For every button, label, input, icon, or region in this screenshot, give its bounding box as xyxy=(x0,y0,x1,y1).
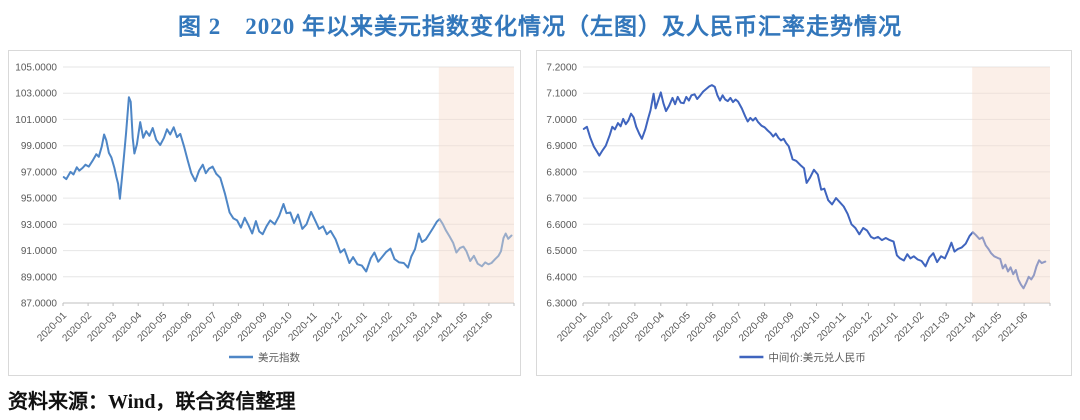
y-axis-labels: 6.3000 6.4000 6.5000 6.6000 6.7000 6.8000 6.90… xyxy=(546,63,577,310)
cny-midrate-chart: 6.3000 6.4000 6.5000 6.6000 6.7000 6.8000 6.90… xyxy=(546,63,1051,364)
svg-text:103.0000: 103.0000 xyxy=(15,89,57,100)
x-axis-labels: 2020-012020-022020-032020-042020-052020-… xyxy=(555,310,1030,344)
svg-text:101.0000: 101.0000 xyxy=(15,115,57,126)
svg-text:7.0000: 7.0000 xyxy=(546,115,577,126)
legend: 美元指数 xyxy=(229,351,300,364)
y-axis-labels: 87.0000 89.0000 91.0000 93.0000 95.0000 97.00… xyxy=(15,63,57,310)
x-axis-ticks xyxy=(62,303,515,306)
highlight-band xyxy=(972,67,1050,303)
series-line xyxy=(582,84,1047,290)
svg-text:6.9000: 6.9000 xyxy=(546,141,577,152)
svg-text:7.2000: 7.2000 xyxy=(546,63,577,74)
cny-midrate-chart-panel: 6.3000 6.4000 6.5000 6.6000 6.7000 6.8000 6.90… xyxy=(536,50,1072,376)
svg-text:87.0000: 87.0000 xyxy=(21,299,58,310)
usd-index-chart: 87.0000 89.0000 91.0000 93.0000 95.0000 97.00… xyxy=(15,63,515,364)
legend-label: 中间价:美元兑人民币 xyxy=(768,351,865,364)
usd-index-chart-panel: 87.0000 89.0000 91.0000 93.0000 95.0000 97.00… xyxy=(8,50,521,376)
x-axis-ticks xyxy=(582,303,1051,306)
gridlines xyxy=(63,66,514,304)
legend-label: 美元指数 xyxy=(258,351,300,364)
charts-row: 87.0000 89.0000 91.0000 93.0000 95.0000 97.00… xyxy=(0,50,1080,376)
highlight-band xyxy=(438,67,514,303)
source-note: 资料来源：Wind，联合资信整理 xyxy=(8,391,296,413)
svg-text:6.8000: 6.8000 xyxy=(546,167,577,178)
svg-text:95.0000: 95.0000 xyxy=(21,194,58,205)
svg-text:6.4000: 6.4000 xyxy=(546,272,577,283)
svg-text:2021-06: 2021-06 xyxy=(996,310,1030,344)
series-line xyxy=(62,96,513,273)
svg-text:91.0000: 91.0000 xyxy=(21,246,58,257)
svg-text:89.0000: 89.0000 xyxy=(21,272,58,283)
x-axis-labels: 2020-012020-022020-032020-042020-052020-… xyxy=(35,310,495,344)
svg-text:6.7000: 6.7000 xyxy=(546,194,577,205)
svg-text:99.0000: 99.0000 xyxy=(21,141,58,152)
figure-title: 图 2 2020 年以来美元指数变化情况（左图）及人民币汇率走势情况 xyxy=(178,14,902,39)
svg-text:6.3000: 6.3000 xyxy=(546,299,577,310)
svg-text:6.5000: 6.5000 xyxy=(546,246,577,257)
svg-text:6.6000: 6.6000 xyxy=(546,220,577,231)
legend: 中间价:美元兑人民币 xyxy=(739,351,866,364)
svg-text:105.0000: 105.0000 xyxy=(15,63,57,74)
svg-text:7.1000: 7.1000 xyxy=(546,89,577,100)
svg-text:93.0000: 93.0000 xyxy=(21,220,58,231)
svg-text:97.0000: 97.0000 xyxy=(21,167,58,178)
